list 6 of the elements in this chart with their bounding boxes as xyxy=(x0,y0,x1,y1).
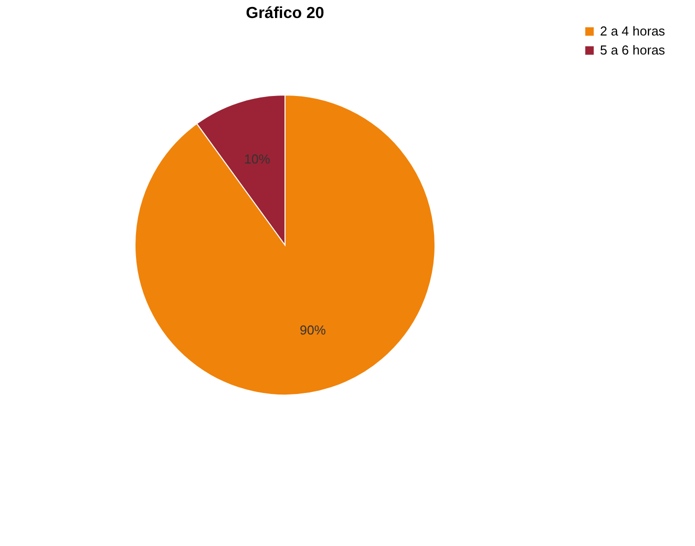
pie-slice xyxy=(134,94,436,396)
data-label: 10% xyxy=(244,151,271,166)
chart-title: Gráfico 20 xyxy=(246,5,324,22)
legend-label: 2 a 4 horas xyxy=(600,24,666,38)
data-label: 90% xyxy=(300,322,326,338)
legend-label: 5 a 6 horas xyxy=(600,42,666,58)
